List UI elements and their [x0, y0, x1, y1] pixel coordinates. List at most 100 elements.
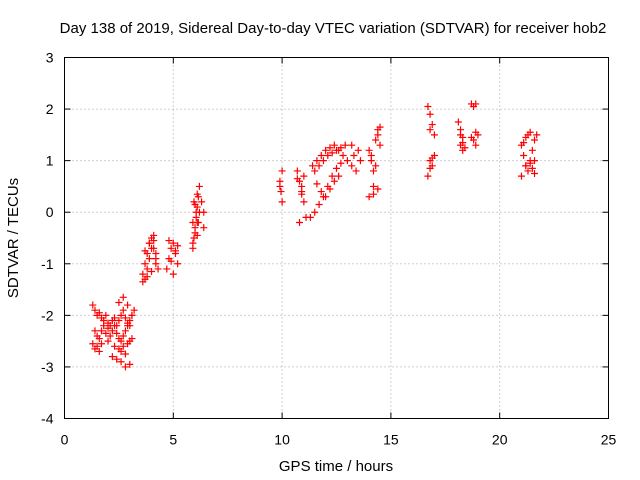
data-point [169, 270, 177, 278]
data-point [528, 164, 536, 172]
data-point [326, 144, 334, 152]
data-point [319, 157, 327, 165]
data-point [520, 151, 528, 159]
data-point [102, 311, 110, 319]
data-point [365, 193, 373, 201]
data-point [330, 141, 338, 149]
data-point [192, 208, 200, 216]
data-point [461, 144, 469, 152]
data-point [89, 301, 97, 309]
data-point [141, 247, 149, 255]
data-point [115, 298, 123, 306]
data-point [108, 353, 116, 361]
data-point [369, 190, 377, 198]
data-point [317, 151, 325, 159]
data-point [278, 198, 286, 206]
data-point [128, 311, 136, 319]
data-point [317, 188, 325, 196]
data-point [337, 159, 345, 167]
data-point [306, 213, 314, 221]
data-point [348, 162, 356, 170]
data-point [189, 239, 197, 247]
data-point [426, 110, 434, 118]
data-point [154, 265, 162, 273]
data-point [356, 157, 364, 165]
data-point [293, 167, 301, 175]
data-point [200, 224, 208, 232]
data-point [324, 151, 332, 159]
data-point [126, 317, 134, 325]
data-point [148, 268, 156, 276]
data-point [277, 188, 285, 196]
data-point [200, 208, 208, 216]
data-point [426, 126, 434, 134]
data-point [165, 237, 173, 245]
data-point [457, 131, 465, 139]
data-point [424, 102, 432, 110]
data-point [472, 128, 480, 136]
y-axis-label: SDTVAR / TECUs [5, 178, 22, 298]
data-point [372, 136, 380, 144]
data-point [520, 139, 528, 147]
data-point [333, 146, 340, 154]
data-point [337, 144, 345, 152]
data-point [339, 151, 347, 159]
data-point [95, 309, 103, 317]
data-point [104, 337, 112, 345]
data-point [333, 164, 340, 172]
data-point [348, 141, 356, 149]
x-axis-label: GPS time / hours [279, 458, 393, 475]
y-tick-label: -4 [41, 411, 54, 427]
data-point [121, 350, 129, 358]
data-point [330, 177, 338, 185]
data-point [171, 247, 179, 255]
data-point [121, 327, 129, 335]
data-point [174, 260, 182, 268]
x-tick-label: 10 [274, 432, 290, 448]
data-point [528, 146, 536, 154]
data-point [139, 270, 147, 278]
data-point [424, 172, 432, 180]
data-point [524, 167, 532, 175]
data-point [174, 242, 182, 250]
y-tick-label: 1 [46, 153, 54, 169]
data-point [195, 182, 203, 190]
data-point [354, 146, 362, 154]
data-point [106, 332, 114, 340]
data-point [369, 182, 377, 190]
data-point [143, 265, 151, 273]
data-point [124, 322, 132, 330]
data-point [193, 231, 201, 239]
data-point [130, 306, 138, 314]
data-point [143, 273, 151, 281]
data-point [428, 121, 436, 129]
data-point [300, 198, 308, 206]
data-point [198, 198, 206, 206]
data-point [108, 327, 116, 335]
data-point [313, 157, 321, 165]
data-point [117, 311, 125, 319]
data-point [152, 249, 160, 257]
y-tick-label: -2 [41, 307, 54, 323]
data-point [472, 100, 480, 108]
data-point [193, 190, 201, 198]
chart-title: Day 138 of 2019, Sidereal Day-to-day VTE… [60, 20, 607, 37]
data-point [141, 260, 149, 268]
data-point [313, 180, 321, 188]
x-tick-label: 0 [61, 432, 69, 448]
data-point [145, 255, 153, 263]
data-point [97, 340, 105, 348]
data-point [117, 358, 125, 366]
data-point [115, 317, 123, 325]
data-point [300, 172, 308, 180]
data-point [111, 314, 119, 322]
data-point [167, 257, 175, 265]
data-point [124, 301, 132, 309]
data-point [311, 208, 319, 216]
data-point [369, 167, 377, 175]
data-point [319, 193, 327, 201]
data-point [121, 363, 129, 371]
data-point [472, 141, 480, 149]
data-point [111, 322, 119, 330]
